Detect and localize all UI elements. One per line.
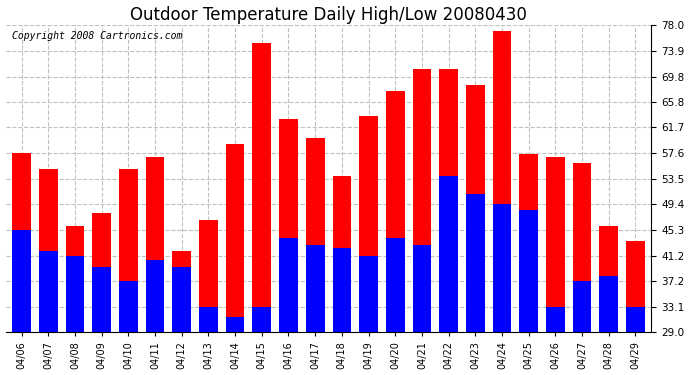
Bar: [146, 260, 164, 375]
Bar: [413, 244, 431, 375]
Bar: [493, 204, 511, 375]
Bar: [359, 116, 378, 375]
Bar: [172, 251, 191, 375]
Bar: [626, 242, 644, 375]
Bar: [12, 153, 31, 375]
Bar: [306, 138, 324, 375]
Bar: [39, 170, 57, 375]
Bar: [306, 244, 324, 375]
Bar: [39, 251, 57, 375]
Bar: [386, 238, 404, 375]
Title: Outdoor Temperature Daily High/Low 20080430: Outdoor Temperature Daily High/Low 20080…: [130, 6, 527, 24]
Bar: [279, 238, 298, 375]
Bar: [386, 91, 404, 375]
Bar: [546, 157, 564, 375]
Bar: [600, 226, 618, 375]
Bar: [573, 281, 591, 375]
Bar: [199, 307, 218, 375]
Bar: [92, 213, 111, 375]
Bar: [600, 276, 618, 375]
Bar: [199, 219, 218, 375]
Bar: [493, 32, 511, 375]
Bar: [466, 195, 484, 375]
Bar: [12, 230, 31, 375]
Bar: [626, 307, 644, 375]
Bar: [359, 256, 378, 375]
Bar: [226, 144, 244, 375]
Bar: [333, 176, 351, 375]
Bar: [520, 210, 538, 375]
Bar: [440, 176, 458, 375]
Bar: [119, 170, 138, 375]
Bar: [92, 267, 111, 375]
Bar: [119, 281, 138, 375]
Bar: [253, 43, 271, 375]
Bar: [66, 256, 84, 375]
Bar: [279, 119, 298, 375]
Bar: [172, 267, 191, 375]
Bar: [333, 248, 351, 375]
Bar: [440, 69, 458, 375]
Bar: [146, 157, 164, 375]
Bar: [226, 317, 244, 375]
Bar: [66, 226, 84, 375]
Bar: [466, 85, 484, 375]
Text: Copyright 2008 Cartronics.com: Copyright 2008 Cartronics.com: [12, 31, 182, 41]
Bar: [413, 69, 431, 375]
Bar: [253, 307, 271, 375]
Bar: [546, 307, 564, 375]
Bar: [573, 163, 591, 375]
Bar: [520, 154, 538, 375]
